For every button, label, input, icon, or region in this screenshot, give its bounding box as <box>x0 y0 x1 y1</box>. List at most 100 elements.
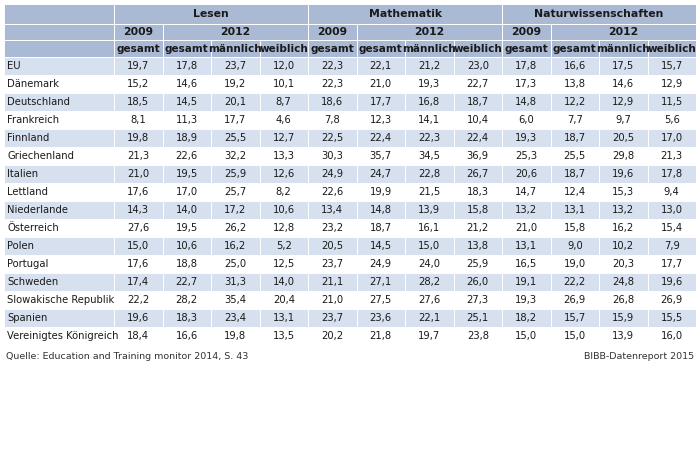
Text: 19,6: 19,6 <box>661 277 683 287</box>
Bar <box>211 75 260 93</box>
Text: 20,2: 20,2 <box>321 331 343 341</box>
Bar <box>454 165 502 183</box>
Text: 23,7: 23,7 <box>321 259 343 269</box>
Text: 10,1: 10,1 <box>273 79 295 89</box>
Text: 21,0: 21,0 <box>127 169 149 179</box>
Bar <box>211 327 260 345</box>
Text: 22,7: 22,7 <box>176 277 198 287</box>
Text: Dänemark: Dänemark <box>7 79 59 89</box>
Bar <box>211 129 260 147</box>
Bar <box>4 201 114 219</box>
Text: 18,6: 18,6 <box>321 97 343 107</box>
Text: 9,4: 9,4 <box>664 187 680 197</box>
Text: 15,0: 15,0 <box>564 331 586 341</box>
Bar <box>356 219 405 237</box>
Bar <box>4 327 114 345</box>
Bar <box>405 291 454 309</box>
Bar <box>162 327 211 345</box>
Bar <box>599 40 648 57</box>
Bar <box>599 327 648 345</box>
Text: 24,7: 24,7 <box>370 169 392 179</box>
Text: 18,4: 18,4 <box>127 331 149 341</box>
Bar <box>114 75 162 93</box>
Bar <box>260 75 308 93</box>
Bar <box>260 309 308 327</box>
Text: männlich: männlich <box>209 44 262 54</box>
Bar <box>454 309 502 327</box>
Bar <box>211 219 260 237</box>
Text: 17,7: 17,7 <box>224 115 246 125</box>
Text: 25,7: 25,7 <box>224 187 246 197</box>
Text: 12,8: 12,8 <box>273 223 295 233</box>
Text: 22,5: 22,5 <box>321 133 344 143</box>
Bar <box>648 57 696 75</box>
Text: 15,0: 15,0 <box>127 241 149 251</box>
Text: 14,6: 14,6 <box>612 79 634 89</box>
Bar <box>454 291 502 309</box>
Text: 19,0: 19,0 <box>564 259 586 269</box>
Bar <box>502 255 550 273</box>
Text: 12,4: 12,4 <box>564 187 586 197</box>
Text: 16,6: 16,6 <box>564 61 586 71</box>
Text: 35,7: 35,7 <box>370 151 392 161</box>
Bar <box>308 237 356 255</box>
Text: 4,6: 4,6 <box>276 115 292 125</box>
Text: 24,9: 24,9 <box>321 169 343 179</box>
Text: 22,6: 22,6 <box>176 151 198 161</box>
Text: 14,6: 14,6 <box>176 79 198 89</box>
Text: 28,2: 28,2 <box>418 277 440 287</box>
Text: 27,6: 27,6 <box>418 295 440 305</box>
Text: 13,2: 13,2 <box>515 205 538 215</box>
Bar <box>114 255 162 273</box>
Bar <box>648 201 696 219</box>
Text: 23,6: 23,6 <box>370 313 392 323</box>
Bar <box>502 111 550 129</box>
Text: 12,2: 12,2 <box>564 97 586 107</box>
Text: 18,7: 18,7 <box>564 169 586 179</box>
Bar <box>356 255 405 273</box>
Bar <box>356 24 502 40</box>
Text: 14,5: 14,5 <box>176 97 198 107</box>
Bar <box>502 201 550 219</box>
Bar <box>114 111 162 129</box>
Text: 16,6: 16,6 <box>176 331 198 341</box>
Bar <box>308 24 356 40</box>
Bar <box>599 255 648 273</box>
Text: 19,2: 19,2 <box>224 79 246 89</box>
Text: 13,2: 13,2 <box>612 205 634 215</box>
Text: 22,8: 22,8 <box>418 169 440 179</box>
Bar <box>454 219 502 237</box>
Bar <box>454 129 502 147</box>
Text: gesamt: gesamt <box>553 44 596 54</box>
Text: 13,1: 13,1 <box>564 205 586 215</box>
Bar <box>454 327 502 345</box>
Text: 21,3: 21,3 <box>661 151 682 161</box>
Text: 7,9: 7,9 <box>664 241 680 251</box>
Text: Mathematik: Mathematik <box>368 9 442 19</box>
Text: weiblich: weiblich <box>454 44 502 54</box>
Bar <box>550 183 599 201</box>
Text: 21,2: 21,2 <box>467 223 489 233</box>
Bar <box>599 273 648 291</box>
Bar <box>4 111 114 129</box>
Text: 27,1: 27,1 <box>370 277 392 287</box>
Bar <box>211 57 260 75</box>
Bar <box>405 255 454 273</box>
Text: 19,3: 19,3 <box>515 295 538 305</box>
Bar <box>405 129 454 147</box>
Text: BIBB-Datenreport 2015: BIBB-Datenreport 2015 <box>584 352 694 361</box>
Text: 19,7: 19,7 <box>418 331 440 341</box>
Bar <box>599 75 648 93</box>
Text: 21,8: 21,8 <box>370 331 392 341</box>
Bar <box>308 309 356 327</box>
Bar <box>502 40 550 57</box>
Text: Frankreich: Frankreich <box>7 115 59 125</box>
Text: 18,7: 18,7 <box>467 97 489 107</box>
Text: Portugal: Portugal <box>7 259 48 269</box>
Bar <box>648 129 696 147</box>
Bar <box>405 111 454 129</box>
Text: 12,7: 12,7 <box>272 133 295 143</box>
Text: weiblich: weiblich <box>260 44 308 54</box>
Text: 8,2: 8,2 <box>276 187 292 197</box>
Text: 17,8: 17,8 <box>661 169 682 179</box>
